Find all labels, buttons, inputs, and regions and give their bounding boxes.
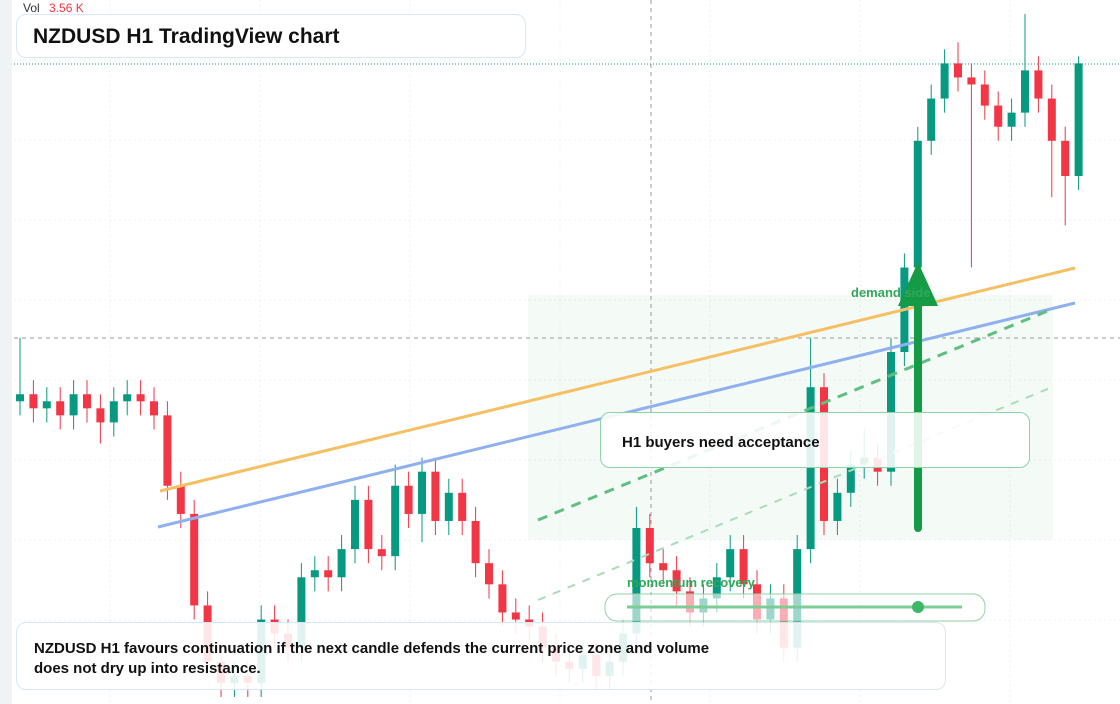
- candle-body: [123, 394, 132, 402]
- annotation: momentum recovery: [627, 575, 755, 590]
- candle-body: [444, 492, 453, 521]
- candle-body: [967, 77, 976, 85]
- candle-body: [310, 570, 319, 578]
- candle-body: [485, 563, 493, 585]
- candle-body: [109, 401, 118, 423]
- candle-body: [377, 549, 386, 557]
- candle-body: [150, 401, 158, 416]
- candle-body: [29, 394, 38, 409]
- caption: NZDUSD H1 favours continuation if the ne…: [34, 640, 710, 677]
- candle-body: [391, 485, 400, 557]
- annotation: demand side: [851, 285, 931, 300]
- volume-legend: Vol 3.56 K: [23, 1, 84, 15]
- candle-body: [712, 577, 721, 599]
- left-strip: [0, 0, 12, 704]
- note-text: H1 buyers need acceptance: [622, 434, 820, 451]
- candle-body: [404, 485, 413, 514]
- candle-body: [672, 570, 681, 592]
- slider-handle: [912, 601, 924, 613]
- candle-body: [940, 63, 949, 99]
- candle-body: [471, 520, 480, 564]
- candle-body: [887, 352, 895, 472]
- candle-body: [927, 98, 936, 141]
- candle-body: [954, 63, 962, 78]
- candle-body: [739, 549, 748, 585]
- title-box: NZDUSD H1 TradingView chart: [16, 14, 526, 58]
- caption-box: NZDUSD H1 favours continuation if the ne…: [16, 622, 946, 690]
- candle-body: [659, 563, 668, 571]
- candle-body: [364, 499, 373, 550]
- candle-body: [806, 387, 815, 550]
- candle-body: [458, 492, 467, 521]
- candle-body: [42, 401, 51, 409]
- candle-body: [351, 499, 359, 550]
- candle-body: [337, 549, 346, 578]
- candle-body: [994, 105, 1003, 127]
- candle-body: [16, 394, 24, 402]
- candle-body: [190, 513, 199, 606]
- chart-title: NZDUSD H1 TradingView chart: [33, 25, 340, 48]
- note-box: H1 buyers need acceptance: [600, 412, 1030, 468]
- candle-body: [632, 528, 641, 634]
- volume-value: 3.56 K: [49, 1, 84, 15]
- candle-body: [297, 577, 306, 648]
- candle-body: [1021, 70, 1029, 113]
- candle-body: [645, 528, 654, 564]
- candle-body: [69, 394, 78, 416]
- candle-body: [83, 394, 91, 409]
- candle-body: [1034, 70, 1043, 99]
- candle-body: [833, 492, 842, 521]
- candle-body: [176, 485, 185, 514]
- candle-body: [56, 401, 65, 416]
- candle-body: [846, 464, 855, 493]
- arrow-head: [898, 262, 938, 306]
- candle-body: [980, 84, 989, 106]
- candle-body: [1007, 112, 1016, 127]
- volume-label: Vol: [23, 1, 40, 15]
- candle-body: [1074, 63, 1083, 176]
- candle-body: [418, 471, 426, 514]
- candle-body: [136, 394, 145, 402]
- candle-body: [96, 408, 105, 423]
- candle-body: [163, 415, 172, 486]
- candle-body: [726, 549, 735, 578]
- candle-body: [1047, 98, 1056, 141]
- channel-lower: [537, 387, 1051, 601]
- candle-body: [913, 140, 922, 268]
- candle-body: [498, 584, 507, 613]
- candle-body: [324, 570, 333, 578]
- candle-body: [511, 612, 520, 620]
- candle-body: [1061, 140, 1070, 176]
- candle-body: [431, 471, 440, 521]
